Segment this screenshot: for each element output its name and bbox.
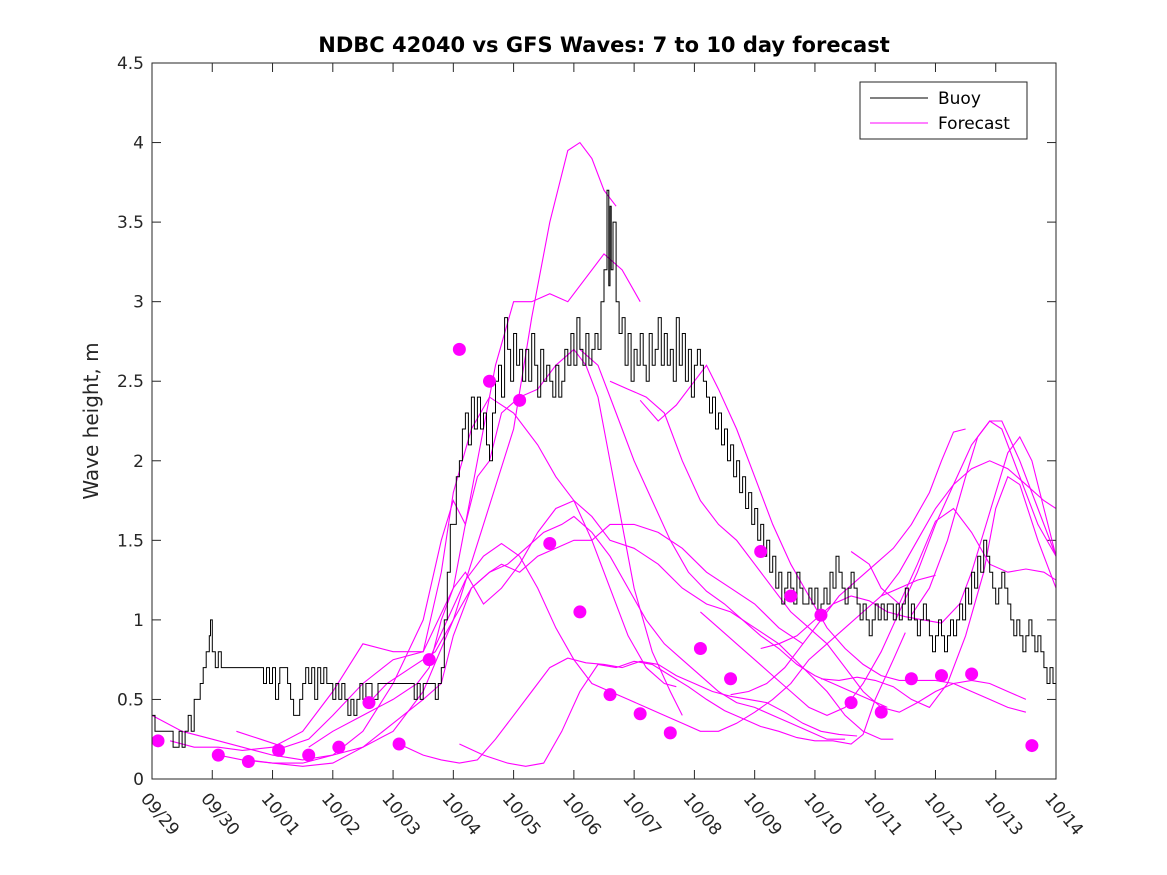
y-tick-label: 1.5	[117, 531, 144, 551]
forecast-marker	[754, 544, 768, 558]
forecast-marker	[874, 705, 888, 719]
forecast-marker	[513, 393, 527, 407]
forecast-marker	[573, 605, 587, 619]
forecast-marker	[603, 688, 617, 702]
forecast-marker	[814, 608, 828, 622]
forecast-marker	[272, 743, 286, 757]
forecast-marker	[844, 696, 858, 710]
legend-box	[859, 81, 1028, 140]
forecast-line-12	[609, 380, 1027, 713]
forecast-line-14	[700, 420, 1056, 717]
y-tick-label: 2	[133, 452, 144, 472]
y-tick-label: 4.5	[117, 54, 144, 74]
forecast-line-1	[152, 141, 617, 761]
chart-title: NDBC 42040 vs GFS Waves: 7 to 10 day for…	[318, 33, 889, 57]
forecast-marker	[422, 653, 436, 667]
y-tick-label: 0	[133, 770, 144, 790]
y-tick-label: 3.5	[117, 213, 144, 233]
forecast-line-9	[428, 542, 936, 732]
forecast-line-10	[459, 632, 906, 767]
forecast-marker	[362, 696, 376, 710]
forecast-marker	[302, 748, 316, 762]
legend-label-forecast: Forecast	[938, 114, 1010, 134]
legend: Buoy Forecast	[859, 81, 1028, 140]
forecast-line-6	[308, 499, 894, 748]
forecast-marker	[965, 667, 979, 681]
forecast-line-13	[639, 364, 1027, 713]
y-axis-label: Wave height, m	[79, 342, 103, 499]
y-tick-label: 3	[133, 293, 144, 313]
forecast-line-20	[910, 420, 1056, 616]
forecast-marker	[784, 589, 798, 603]
forecast-marker	[693, 642, 707, 656]
forecast-line-18	[850, 507, 1056, 605]
forecast-marker	[452, 342, 466, 356]
forecast-line-15	[730, 428, 966, 696]
forecast-marker	[904, 672, 918, 686]
forecast-line-11	[579, 348, 888, 708]
forecast-marker	[663, 726, 677, 740]
forecast-line-7	[368, 515, 846, 740]
forecast-line-17	[820, 475, 1056, 709]
forecast-marker	[241, 754, 255, 768]
forecast-marker	[1025, 739, 1039, 753]
forecast-marker	[332, 740, 346, 754]
forecast-line-5	[248, 523, 804, 767]
forecast-marker	[724, 672, 738, 686]
forecast-line-8	[398, 657, 858, 764]
y-tick-label: 2.5	[117, 372, 144, 392]
forecast-line-19	[880, 460, 1056, 597]
forecast-marker	[152, 734, 165, 748]
buoy-line	[152, 189, 1056, 748]
forecast-marker	[934, 669, 948, 683]
plot-frame	[151, 62, 1057, 780]
y-tick-label: 4	[133, 134, 144, 154]
series-clip-group	[152, 141, 1056, 768]
forecast-marker	[211, 748, 225, 762]
series-layer	[152, 141, 1056, 768]
y-tick-label: 0.5	[117, 690, 144, 710]
legend-label-buoy: Buoy	[938, 89, 981, 109]
forecast-marker	[543, 537, 557, 551]
forecast-marker	[482, 374, 496, 388]
forecast-marker	[633, 707, 647, 721]
forecast-marker	[392, 737, 406, 751]
plot-area	[152, 63, 1056, 779]
y-tick-label: 1	[133, 611, 144, 631]
